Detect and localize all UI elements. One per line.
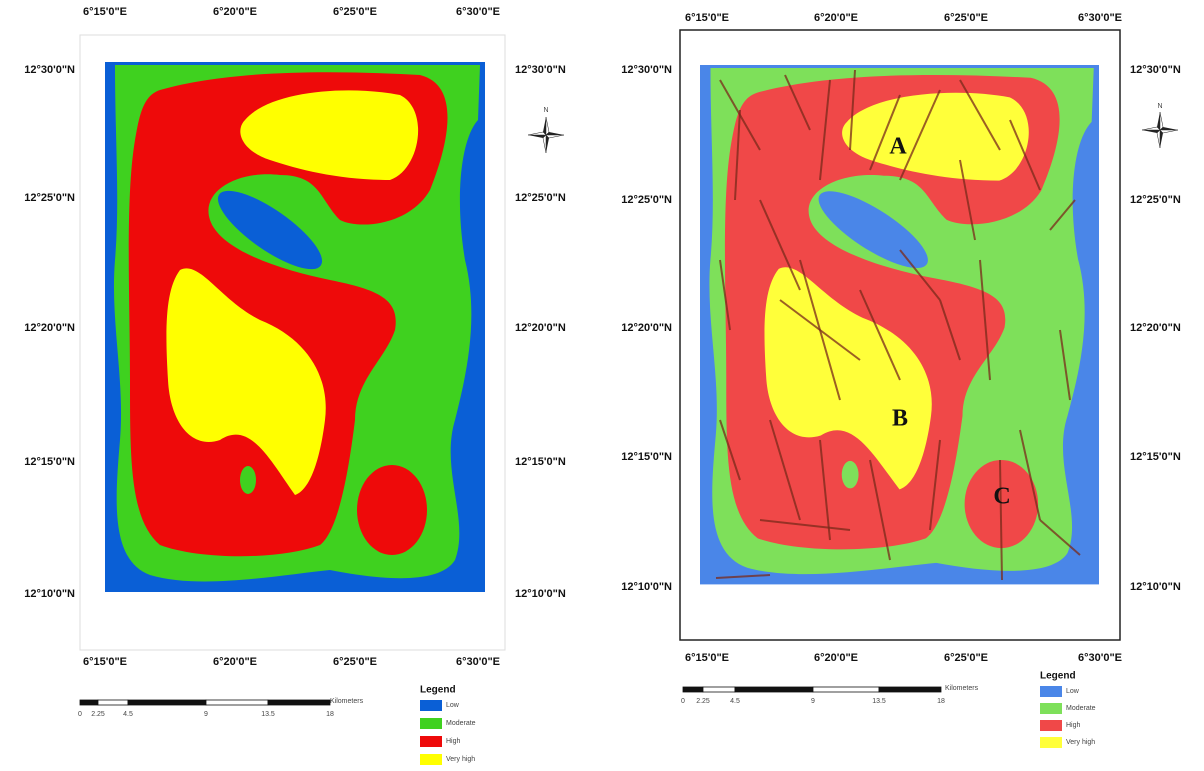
legend-item: Moderate: [1066, 705, 1096, 712]
longitude-label: 6°20'0"E: [213, 656, 257, 668]
scale-bar-segment: [682, 686, 704, 693]
lineaments: [715, 69, 1081, 581]
scale-label: 9: [204, 711, 208, 718]
longitude-label: 6°25'0"E: [944, 652, 988, 664]
scale-label: 0: [78, 711, 82, 718]
latitude-label: 12°15'0"N: [621, 451, 672, 463]
legend-item: High: [446, 738, 461, 745]
longitude-label: 6°25'0"E: [333, 656, 377, 668]
legend-swatch: [1040, 703, 1062, 714]
legend-title: Legend: [1040, 671, 1076, 682]
longitude-label: 6°30'0"E: [456, 6, 500, 18]
map-frame: [79, 34, 506, 651]
latitude-label: 12°25'0"N: [24, 192, 75, 204]
north-arrow: [527, 116, 565, 154]
susceptibility-map: [105, 62, 485, 592]
legend-item: High: [1066, 722, 1081, 729]
latitude-label: 12°30'0"N: [515, 64, 566, 76]
north-label: N: [543, 107, 548, 114]
legend-swatch: [420, 700, 442, 711]
latitude-label: 12°15'0"N: [1130, 451, 1181, 463]
latitude-label: 12°10'0"N: [621, 581, 672, 593]
latitude-label: 12°15'0"N: [515, 456, 566, 468]
legend-swatch: [1040, 686, 1062, 697]
scale-bar-segment: [79, 699, 99, 706]
scale-bar-segment: [734, 686, 814, 693]
legend-item: Very high: [1066, 739, 1095, 746]
longitude-label: 6°25'0"E: [944, 12, 988, 24]
longitude-label: 6°15'0"E: [83, 6, 127, 18]
legend-swatch: [1040, 737, 1062, 748]
legend-swatch: [420, 754, 442, 765]
legend-swatch: [420, 718, 442, 729]
latitude-label: 12°20'0"N: [621, 322, 672, 334]
scale-label: 2.25: [91, 711, 105, 718]
scale-label: 18: [326, 711, 334, 718]
zone-label: B: [892, 406, 908, 432]
scale-bar-segment: [878, 686, 942, 693]
legend-item: Moderate: [446, 720, 476, 727]
scale-bar-segment: [812, 686, 880, 693]
scale-label: 13.5: [872, 698, 886, 705]
north-arrow: [1141, 111, 1179, 149]
latitude-label: 12°15'0"N: [24, 456, 75, 468]
scale-label: 4.5: [123, 711, 133, 718]
legend-title: Legend: [420, 685, 456, 696]
scale-label: 2.25: [696, 698, 710, 705]
legend-swatch: [1040, 720, 1062, 731]
latitude-label: 12°25'0"N: [621, 194, 672, 206]
scale-bar-segment: [205, 699, 269, 706]
longitude-label: 6°25'0"E: [333, 6, 377, 18]
latitude-label: 12°10'0"N: [515, 588, 566, 600]
latitude-label: 12°25'0"N: [515, 192, 566, 204]
legend-item: Low: [446, 702, 460, 709]
latitude-label: 12°20'0"N: [1130, 322, 1181, 334]
longitude-label: 6°30'0"E: [456, 656, 500, 668]
longitude-label: 6°20'0"E: [213, 6, 257, 18]
latitude-label: 12°10'0"N: [24, 588, 75, 600]
latitude-label: 12°30'0"N: [24, 64, 75, 76]
scale-label: 13.5: [261, 711, 275, 718]
map-frame: [679, 29, 1121, 641]
scale-bar-segment: [97, 699, 129, 706]
scale-bar-segment: [127, 699, 207, 706]
longitude-label: 6°20'0"E: [814, 652, 858, 664]
scale-label: 4.5: [730, 698, 740, 705]
legend-item: Very high: [446, 756, 475, 763]
scale-bar-segment: [702, 686, 736, 693]
longitude-label: 6°15'0"E: [83, 656, 127, 668]
longitude-label: 6°20'0"E: [814, 12, 858, 24]
scale-label: 9: [811, 698, 815, 705]
legend-item: Low: [1066, 688, 1080, 695]
scale-unit: Kilometers: [945, 685, 979, 692]
latitude-label: 12°20'0"N: [515, 322, 566, 334]
longitude-label: 6°30'0"E: [1078, 652, 1122, 664]
latitude-label: 12°30'0"N: [621, 64, 672, 76]
north-label: N: [1157, 103, 1162, 110]
scale-unit: Kilometers: [330, 698, 364, 705]
latitude-label: 12°30'0"N: [1130, 64, 1181, 76]
longitude-label: 6°15'0"E: [685, 652, 729, 664]
scale-label: 18: [937, 698, 945, 705]
zone-label: C: [993, 484, 1010, 510]
scale-bar-segment: [267, 699, 331, 706]
longitude-label: 6°30'0"E: [1078, 12, 1122, 24]
legend-swatch: [420, 736, 442, 747]
longitude-label: 6°15'0"E: [685, 12, 729, 24]
zone-label: A: [889, 134, 907, 160]
latitude-label: 12°20'0"N: [24, 322, 75, 334]
latitude-label: 12°10'0"N: [1130, 581, 1181, 593]
scale-label: 0: [681, 698, 685, 705]
latitude-label: 12°25'0"N: [1130, 194, 1181, 206]
